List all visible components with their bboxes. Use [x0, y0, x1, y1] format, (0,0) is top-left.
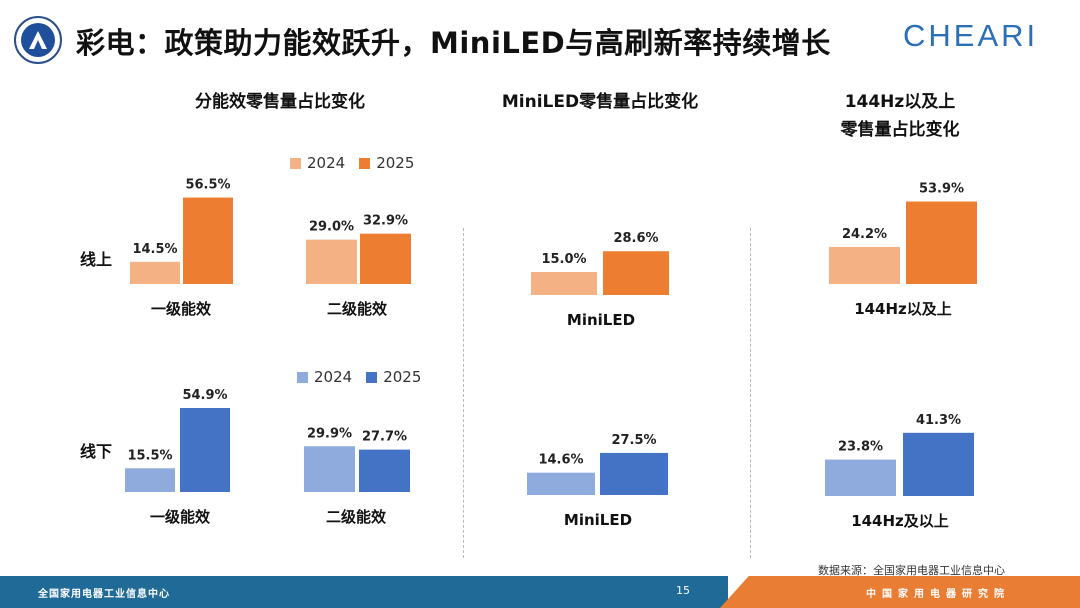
bar-online-0-2024 — [130, 261, 180, 284]
legend-item-offline-2024: 2024 — [297, 368, 352, 386]
legend-offline: 2024 2025 — [297, 368, 435, 386]
legend-swatch-online-2025 — [359, 157, 371, 169]
data-label-online-2-2024: 15.0% — [541, 252, 586, 267]
section-title-hz: 144Hz以及上 零售量占比变化 — [790, 88, 1010, 144]
section-title-hz-line2: 零售量占比变化 — [840, 120, 960, 140]
data-label-offline-0-2025: 54.9% — [182, 388, 227, 403]
category-label-online-3: 144Hz以及上 — [854, 300, 952, 318]
data-label-offline-2-2025: 27.5% — [611, 433, 656, 448]
category-label-online-2: MiniLED — [567, 311, 635, 329]
category-label-online-1: 二级能效 — [327, 300, 388, 318]
legend-item-offline-2025: 2025 — [366, 368, 421, 386]
category-label-offline-1: 二级能效 — [326, 508, 387, 526]
data-label-offline-1-2024: 29.9% — [307, 426, 352, 441]
legend-label-online-2025: 2025 — [376, 154, 415, 172]
data-label-online-0-2024: 14.5% — [132, 242, 177, 257]
legend-item-online-2025: 2025 — [359, 154, 414, 172]
bar-online-3-2024 — [829, 246, 900, 284]
bar-offline-2-2025 — [600, 452, 668, 495]
data-label-offline-0-2024: 15.5% — [127, 448, 172, 463]
row-label-offline: 线下 — [80, 442, 113, 461]
footer-institute-name: 中国家用电器研究院 — [866, 589, 1010, 600]
bar-offline-0-2024 — [125, 468, 175, 492]
legend-label-offline-2024: 2024 — [314, 368, 353, 386]
bar-offline-3-2025 — [903, 432, 974, 496]
data-label-offline-2-2024: 14.6% — [538, 453, 583, 468]
legend-swatch-offline-2025 — [366, 371, 378, 383]
category-label-offline-0: 一级能效 — [150, 508, 211, 526]
bar-online-2-2024 — [531, 272, 597, 295]
bar-offline-3-2024 — [825, 459, 896, 496]
legend-swatch-online-2024 — [290, 157, 301, 169]
legend-item-online-2024: 2024 — [290, 154, 345, 172]
data-label-online-1-2024: 29.0% — [309, 220, 354, 235]
bar-offline-2-2024 — [527, 472, 595, 495]
data-source: 数据来源：全国家用电器工业信息中心 — [818, 564, 1005, 577]
page-number: 15 — [676, 584, 690, 597]
separator-right — [750, 228, 751, 558]
legend-swatch-offline-2024 — [297, 371, 308, 383]
footer-right-band — [720, 576, 1080, 608]
logo-emblem-icon — [21, 23, 55, 57]
bar-offline-0-2025 — [180, 408, 230, 492]
data-label-online-0-2025: 56.5% — [185, 178, 230, 193]
category-label-online-0: 一级能效 — [151, 300, 212, 318]
bar-online-1-2025 — [360, 233, 411, 284]
brand-logo: CHEARI — [903, 18, 1039, 53]
institute-logo — [14, 16, 62, 64]
section-title-hz-line1: 144Hz以及上 — [844, 92, 956, 112]
data-label-online-2-2025: 28.6% — [613, 231, 658, 246]
bar-online-2-2025 — [603, 251, 669, 295]
bar-online-3-2025 — [906, 201, 977, 284]
section-title-miniled: MiniLED零售量占比变化 — [501, 92, 699, 112]
footer-left-band — [0, 576, 728, 608]
bar-online-1-2024 — [306, 239, 357, 284]
slide-title: 彩电：政策助力能效跃升，MiniLED与高刷新率持续增长 — [76, 26, 831, 60]
bar-offline-1-2025 — [359, 449, 410, 492]
data-label-online-1-2025: 32.9% — [363, 214, 408, 229]
section-title-energy: 分能效零售量占比变化 — [195, 92, 365, 112]
bar-online-0-2025 — [183, 197, 233, 284]
category-label-offline-2: MiniLED — [564, 511, 632, 529]
legend-label-online-2024: 2024 — [307, 154, 346, 172]
separator-left — [463, 228, 464, 558]
data-label-offline-1-2025: 27.7% — [362, 430, 407, 445]
row-label-online: 线上 — [80, 250, 113, 269]
bar-offline-1-2024 — [304, 446, 355, 492]
footer-bar: 全国家用电器工业信息中心 15 中国家用电器研究院 — [0, 576, 1080, 608]
data-label-online-3-2025: 53.9% — [919, 182, 964, 197]
category-label-offline-3: 144Hz及以上 — [851, 512, 949, 530]
legend-label-offline-2025: 2025 — [383, 368, 422, 386]
data-label-online-3-2024: 24.2% — [842, 227, 887, 242]
legend-online: 2024 2025 — [290, 154, 428, 172]
footer-org-name: 全国家用电器工业信息中心 — [38, 589, 170, 600]
data-label-offline-3-2024: 23.8% — [838, 440, 883, 455]
data-label-offline-3-2025: 41.3% — [916, 413, 961, 428]
